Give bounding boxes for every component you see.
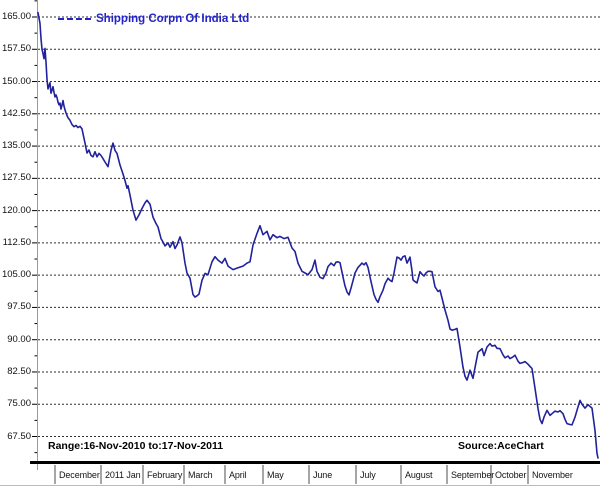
x-axis-month-label: July [360, 470, 376, 480]
y-axis-label: 67.50 [7, 430, 31, 442]
source-label: Source:AceChart [458, 440, 544, 452]
y-axis-label: 112.50 [2, 236, 31, 248]
y-axis-label: 120.00 [1, 204, 31, 216]
date-range-label: Range:16-Nov-2010 to:17-Nov-2011 [48, 440, 224, 452]
y-axis-label: 135.00 [1, 140, 31, 152]
x-axis-month-label: April [229, 470, 247, 480]
x-axis-month-label: May [267, 470, 284, 480]
x-axis-month-label: November [532, 470, 573, 480]
x-axis-month-label: 2011 Jan [105, 470, 141, 480]
y-axis-label: 157.50 [1, 43, 31, 55]
price-line-series [37, 11, 599, 459]
x-axis-month-label: September [451, 470, 495, 480]
x-axis-month-label: February [147, 470, 183, 480]
x-axis-month-label: August [405, 470, 433, 480]
legend: Shipping Corpn Of India Ltd [58, 13, 249, 25]
y-axis-label: 82.50 [7, 365, 31, 377]
y-axis-label: 165.00 [1, 11, 31, 22]
y-axis-label: 97.50 [7, 301, 31, 313]
y-axis-label: 75.00 [7, 398, 31, 410]
y-axis-label: 142.50 [1, 107, 31, 119]
y-axis-label: 127.50 [1, 172, 31, 184]
x-axis-month-label: June [313, 470, 333, 480]
y-axis-label: 150.00 [1, 75, 31, 87]
y-axis-label: 90.00 [7, 333, 31, 345]
gridlines [32, 0, 600, 454]
legend-line-sample-icon [58, 18, 91, 20]
x-axis-month-label: December [59, 470, 100, 480]
x-axis-month-label: October [495, 470, 527, 480]
x-axis-month-label: March [188, 470, 213, 480]
y-axis-label: 105.00 [1, 269, 31, 281]
legend-series-label: Shipping Corpn Of India Ltd [96, 13, 250, 25]
